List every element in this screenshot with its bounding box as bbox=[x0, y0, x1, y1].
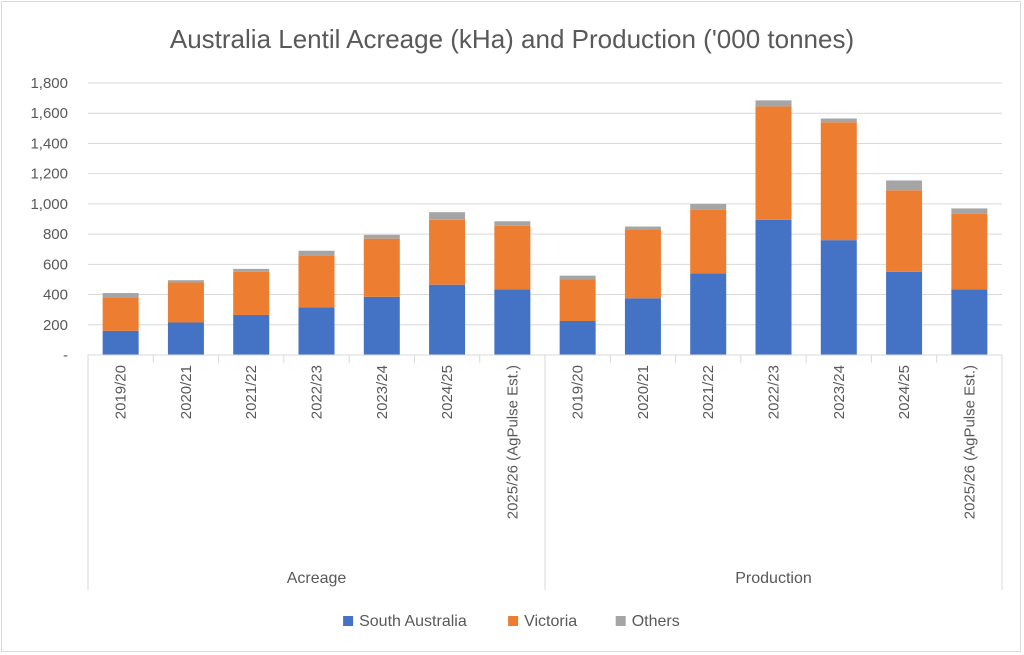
bar-segment-south-australia bbox=[951, 289, 988, 355]
bar-segment-south-australia bbox=[559, 321, 596, 355]
bar-segment-south-australia bbox=[233, 314, 270, 355]
x-tick-label: 2021/22 bbox=[700, 365, 717, 419]
bar-segment-south-australia bbox=[624, 298, 661, 355]
y-axis: - 200 400 600 800 1,000 1,200 1,400 1,600 1,800 bbox=[30, 75, 68, 364]
x-tick-label: 2019/20 bbox=[570, 365, 587, 419]
legend-label: Victoria bbox=[524, 613, 577, 630]
bar-segment-south-australia bbox=[755, 219, 792, 355]
bar-segment-victoria bbox=[233, 271, 270, 315]
y-tick-label: 1,600 bbox=[30, 105, 68, 122]
bar-segment-others bbox=[298, 250, 335, 256]
legend-swatch bbox=[615, 616, 626, 626]
bar-segment-victoria bbox=[755, 106, 792, 220]
bar-segment-others bbox=[886, 180, 923, 191]
bar-segment-victoria bbox=[298, 255, 335, 308]
bar-segment-victoria bbox=[494, 225, 531, 290]
y-tick-label: 1,000 bbox=[30, 196, 68, 213]
x-tick-label: 2025/26 (AgPulse Est.) bbox=[504, 365, 521, 519]
bar-segment-victoria bbox=[624, 229, 661, 299]
gridlines bbox=[88, 82, 1002, 326]
legend-swatch bbox=[343, 616, 354, 626]
x-tick-label: 2022/23 bbox=[766, 365, 783, 419]
bar-segment-victoria bbox=[559, 279, 596, 321]
x-tick-label: 2024/25 bbox=[896, 365, 913, 419]
x-tick-label: 2021/22 bbox=[243, 365, 260, 419]
y-tick-label: - bbox=[63, 347, 68, 364]
group-label: Production bbox=[735, 570, 812, 587]
y-tick-label: 1,800 bbox=[30, 75, 68, 92]
bar-segment-victoria bbox=[820, 122, 857, 241]
bar-segment-victoria bbox=[102, 297, 139, 331]
x-tick-label: 2025/26 (AgPulse Est.) bbox=[961, 365, 978, 519]
x-tick-label: 2020/21 bbox=[178, 365, 195, 419]
y-tick-label: 1,200 bbox=[30, 166, 68, 183]
bar-segment-south-australia bbox=[167, 322, 204, 355]
bars bbox=[102, 100, 988, 355]
bar-segment-south-australia bbox=[690, 273, 727, 355]
bar-segment-others bbox=[624, 226, 661, 230]
y-tick-label: 200 bbox=[43, 317, 68, 334]
legend-label: South Australia bbox=[359, 613, 467, 630]
bar-segment-victoria bbox=[429, 219, 466, 285]
bar-segment-victoria bbox=[363, 238, 400, 297]
bar-segment-south-australia bbox=[820, 240, 857, 355]
legend: South Australia Victoria Others bbox=[343, 613, 680, 630]
bar-segment-south-australia bbox=[298, 307, 335, 355]
bar-segment-others bbox=[233, 268, 270, 272]
x-tick-label: 2023/24 bbox=[831, 365, 848, 419]
bar-segment-victoria bbox=[690, 209, 727, 274]
x-tick-label: 2019/20 bbox=[113, 365, 130, 419]
bar-segment-others bbox=[494, 221, 531, 226]
bar-segment-south-australia bbox=[429, 284, 466, 355]
bar-segment-others bbox=[690, 203, 727, 210]
x-tick-label: 2024/25 bbox=[439, 365, 456, 419]
bar-segment-others bbox=[559, 275, 596, 280]
y-tick-label: 1,400 bbox=[30, 135, 68, 152]
y-tick-label: 400 bbox=[43, 287, 68, 304]
x-tick-label: 2023/24 bbox=[374, 365, 391, 419]
bar-segment-others bbox=[167, 280, 204, 283]
bar-segment-victoria bbox=[951, 213, 988, 290]
x-axis: 2019/20 2020/21 2021/22 2022/23 2023/24 2024/… bbox=[87, 354, 1003, 590]
bar-segment-others bbox=[755, 100, 792, 107]
bar-segment-south-australia bbox=[102, 330, 139, 355]
bar-segment-victoria bbox=[886, 190, 923, 272]
bar-segment-others bbox=[102, 293, 139, 298]
bar-segment-south-australia bbox=[886, 271, 923, 355]
legend-swatch bbox=[508, 616, 519, 626]
y-tick-label: 600 bbox=[43, 256, 68, 273]
bar-segment-others bbox=[429, 212, 466, 220]
bar-segment-others bbox=[820, 118, 857, 123]
bar-segment-south-australia bbox=[363, 296, 400, 355]
legend-label: Others bbox=[632, 613, 680, 630]
x-tick-label: 2020/21 bbox=[635, 365, 652, 419]
y-tick-label: 800 bbox=[43, 226, 68, 243]
x-tick-label: 2022/23 bbox=[309, 365, 326, 419]
chart-title: Australia Lentil Acreage (kHa) and Produ… bbox=[170, 24, 854, 54]
bar-segment-others bbox=[363, 234, 400, 239]
bar-segment-south-australia bbox=[494, 289, 531, 355]
bar-segment-others bbox=[951, 208, 988, 214]
group-label: Acreage bbox=[287, 570, 347, 587]
bar-segment-victoria bbox=[167, 282, 204, 323]
